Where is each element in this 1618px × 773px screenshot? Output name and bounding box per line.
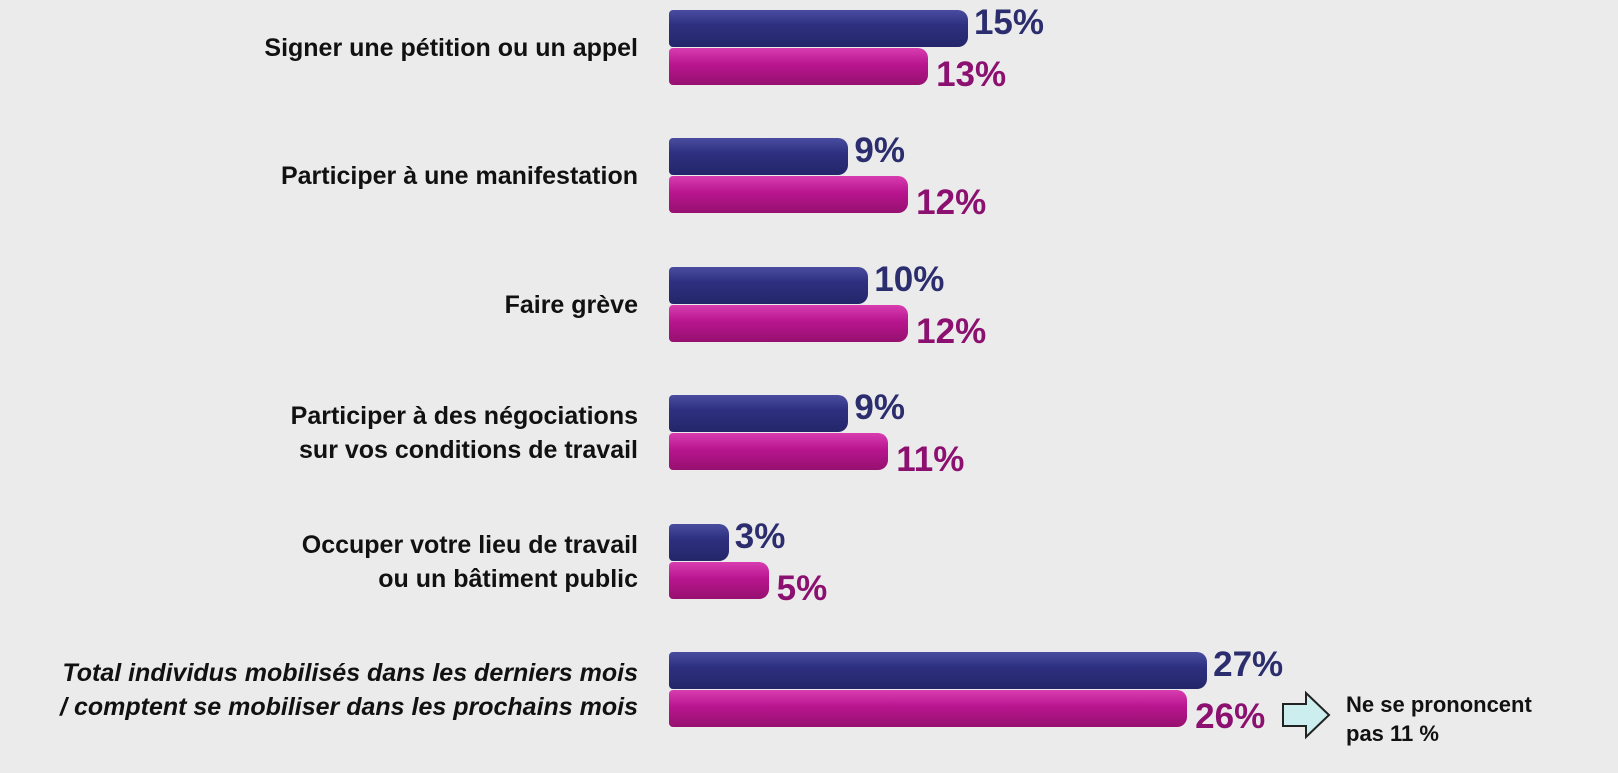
- value-label: 26%: [1195, 697, 1266, 736]
- value-label: 12%: [916, 183, 987, 223]
- value-label: 9%: [854, 131, 905, 171]
- category-label: Total individus mobilisés dans les derni…: [60, 659, 638, 721]
- category-label: Faire grève: [504, 290, 638, 319]
- value-label: 27%: [1213, 645, 1284, 684]
- bar: [669, 266, 869, 304]
- bar: [669, 10, 968, 47]
- bar: [669, 138, 849, 176]
- bar: [669, 652, 1208, 689]
- category-label: Signer une pétition ou un appel: [264, 34, 638, 62]
- value-label: 13%: [936, 55, 1007, 94]
- value-label: 11%: [896, 440, 965, 480]
- bar: [669, 304, 909, 342]
- value-label: 12%: [916, 311, 987, 351]
- arrow-icon: [1282, 690, 1331, 740]
- value-label: 9%: [854, 388, 905, 428]
- category-label: Occuper votre lieu de travail ou un bâti…: [301, 530, 638, 593]
- value-label: 3%: [734, 516, 786, 556]
- value-label: 5%: [776, 568, 828, 608]
- value-label: 10%: [874, 259, 945, 299]
- value-label: 15%: [973, 3, 1044, 42]
- bar: [669, 176, 909, 214]
- bar: [669, 523, 729, 561]
- bar: [669, 690, 1188, 727]
- bar: [669, 48, 929, 85]
- category-label: Participer à une manifestation: [280, 162, 638, 191]
- bar: [669, 433, 889, 471]
- annotation: Ne se prononcent pas 11 %: [1346, 692, 1532, 746]
- bar: [669, 395, 849, 433]
- category-label: Participer à des négociations sur vos co…: [290, 402, 638, 465]
- bar: [669, 561, 769, 599]
